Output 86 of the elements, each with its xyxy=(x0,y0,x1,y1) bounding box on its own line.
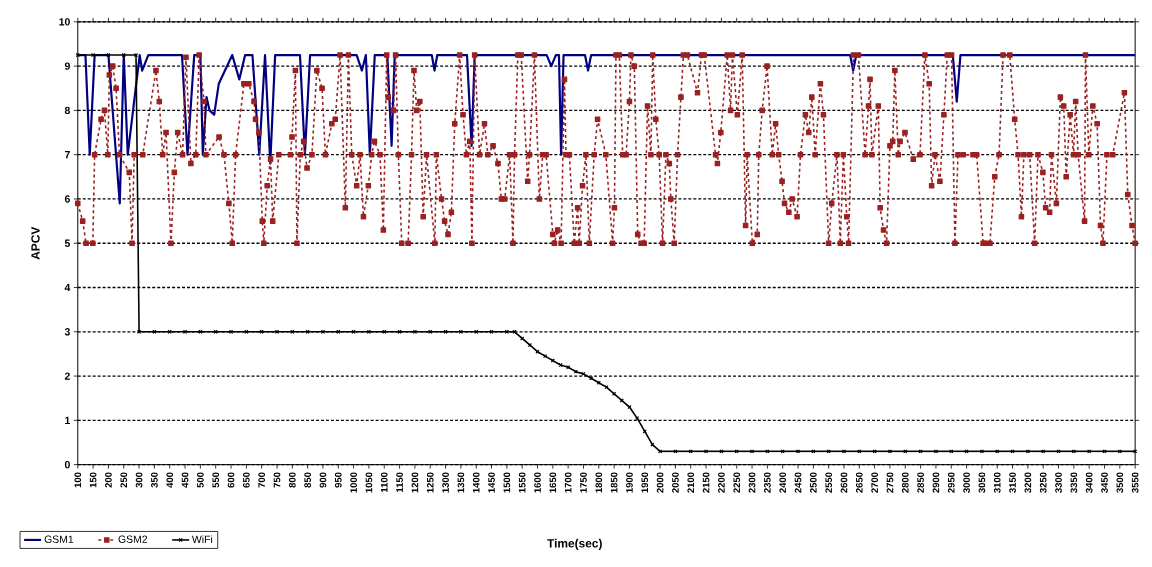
x-tick-label: 1400 xyxy=(472,472,480,493)
x-tick-label: 100 xyxy=(74,472,82,488)
x-tick-label: 3450 xyxy=(1101,472,1108,493)
y-tick-label: 10 xyxy=(59,18,70,26)
x-tick-label: 1350 xyxy=(457,472,465,493)
x-tick-label: 3550 xyxy=(1131,472,1139,493)
x-tick-label: 250 xyxy=(120,472,128,488)
x-tick-label: 2700 xyxy=(871,472,878,493)
legend-label: GSM2 xyxy=(118,535,148,543)
x-tick-label: 3000 xyxy=(963,472,970,493)
x-tick-label: 700 xyxy=(258,472,266,488)
y-tick-label: 8 xyxy=(64,106,70,115)
x-tick-label: 500 xyxy=(197,472,204,488)
x-tick-label: 2250 xyxy=(733,472,741,493)
x-tick-label: 2100 xyxy=(687,472,695,493)
x-tick-label: 2750 xyxy=(886,472,894,493)
x-tick-label: 550 xyxy=(212,472,220,488)
x-tick-label: 2850 xyxy=(917,472,924,493)
x-tick-label: 2150 xyxy=(702,472,710,493)
x-tick-label: 3400 xyxy=(1085,472,1093,493)
x-tick-label: 1750 xyxy=(580,472,587,493)
x-tick-label: 1100 xyxy=(380,472,388,493)
x-tick-label: 3300 xyxy=(1055,472,1062,493)
legend-label: WiFi xyxy=(191,535,213,544)
x-tick-label: 2650 xyxy=(855,472,863,493)
x-tick-label: 1200 xyxy=(411,472,419,493)
x-tick-label: 650 xyxy=(243,472,250,488)
x-tick-label: 1950 xyxy=(641,472,649,493)
x-tick-label: 3050 xyxy=(978,472,986,493)
y-axis-title: APCV xyxy=(31,226,40,260)
legend-label: GSM1 xyxy=(44,535,74,543)
x-tick-label: 2900 xyxy=(932,472,940,493)
x-tick-label: 2600 xyxy=(840,472,848,493)
x-axis-title: Time(sec) xyxy=(547,538,602,550)
x-tick-label: 1050 xyxy=(365,472,373,493)
x-tick-label: 2300 xyxy=(748,472,756,493)
x-tick-label: 400 xyxy=(166,472,174,488)
y-tick-label: 4 xyxy=(64,283,71,292)
x-tick-label: 2050 xyxy=(672,472,679,493)
x-tick-label: 950 xyxy=(334,472,342,488)
x-tick-label: 3500 xyxy=(1116,472,1124,493)
y-tick-label: 3 xyxy=(64,328,70,336)
x-tick-label: 200 xyxy=(105,472,112,488)
x-tick-label: 3200 xyxy=(1024,472,1032,493)
x-tick-label: 2950 xyxy=(947,472,955,493)
x-tick-label: 1500 xyxy=(503,472,511,493)
x-tick-label: 1450 xyxy=(488,472,495,493)
y-tick-label: 7 xyxy=(64,151,70,159)
x-tick-label: 2400 xyxy=(779,472,787,493)
x-tick-label: 1300 xyxy=(442,472,449,493)
x-tick-label: 3150 xyxy=(1009,472,1016,493)
x-tick-label: 350 xyxy=(151,472,158,488)
x-tick-label: 850 xyxy=(304,472,311,488)
y-tick-label: 1 xyxy=(65,416,70,424)
x-tick-label: 1600 xyxy=(534,472,541,493)
y-tick-label: 6 xyxy=(64,195,70,203)
x-tick-label: 1550 xyxy=(518,472,526,493)
x-tick-label: 300 xyxy=(135,472,143,488)
x-tick-label: 2350 xyxy=(764,472,771,493)
x-tick-label: 750 xyxy=(273,472,281,488)
x-tick-label: 2200 xyxy=(718,472,725,493)
x-tick-label: 2800 xyxy=(901,472,909,493)
x-tick-label: 1650 xyxy=(549,472,557,493)
x-tick-label: 1900 xyxy=(626,472,633,493)
x-tick-label: 1150 xyxy=(396,472,403,493)
x-tick-label: 2450 xyxy=(794,472,802,493)
y-tick-label: 9 xyxy=(64,62,70,70)
x-tick-label: 3100 xyxy=(993,472,1001,493)
x-tick-label: 900 xyxy=(319,472,327,488)
x-tick-label: 2500 xyxy=(810,472,817,493)
x-tick-label: 3250 xyxy=(1039,472,1047,493)
x-tick-label: 1000 xyxy=(350,472,357,493)
x-tick-label: 1250 xyxy=(426,472,434,493)
x-tick-label: 600 xyxy=(227,472,235,488)
x-tick-label: 150 xyxy=(89,472,97,488)
y-tick-label: 0 xyxy=(64,461,70,469)
x-tick-label: 2550 xyxy=(825,472,832,493)
x-tick-label: 2000 xyxy=(656,472,664,493)
x-tick-label: 1700 xyxy=(564,472,572,493)
x-tick-label: 3350 xyxy=(1070,472,1078,493)
y-tick-label: 5 xyxy=(64,239,70,247)
x-tick-label: 1800 xyxy=(595,472,603,493)
x-tick-label: 800 xyxy=(288,472,296,488)
y-tick-label: 2 xyxy=(64,372,70,380)
x-tick-label: 450 xyxy=(181,472,189,488)
x-tick-label: 1850 xyxy=(610,472,618,493)
